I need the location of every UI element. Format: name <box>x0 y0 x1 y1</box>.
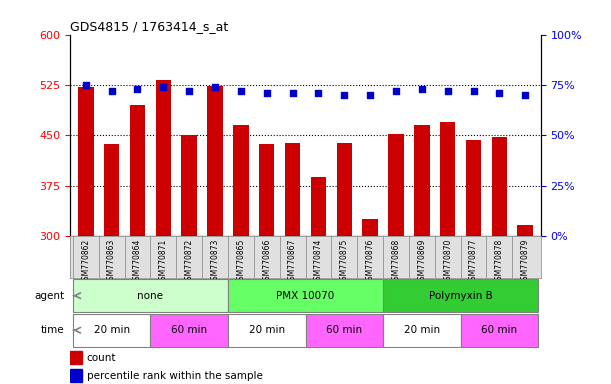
Bar <box>78 87 93 236</box>
Point <box>521 92 530 98</box>
Point <box>133 86 142 92</box>
Text: GSM770868: GSM770868 <box>392 238 400 285</box>
Text: count: count <box>87 353 116 363</box>
Point <box>469 88 478 94</box>
Point <box>391 88 401 94</box>
Text: Polymyxin B: Polymyxin B <box>429 291 492 301</box>
Point <box>107 88 117 94</box>
Text: PMX 10070: PMX 10070 <box>276 291 335 301</box>
Text: GSM770878: GSM770878 <box>495 238 504 285</box>
Text: GSM770865: GSM770865 <box>236 238 246 285</box>
Text: none: none <box>137 291 163 301</box>
FancyBboxPatch shape <box>228 314 306 347</box>
Point <box>158 84 168 90</box>
Text: GSM770873: GSM770873 <box>211 238 219 285</box>
Bar <box>362 219 378 236</box>
Text: GSM770879: GSM770879 <box>521 238 530 285</box>
Point <box>185 88 194 94</box>
Text: GSM770871: GSM770871 <box>159 238 168 285</box>
Text: 20 min: 20 min <box>249 325 285 335</box>
Bar <box>310 177 326 236</box>
Bar <box>466 140 481 236</box>
Text: 60 min: 60 min <box>326 325 362 335</box>
Text: GSM770874: GSM770874 <box>314 238 323 285</box>
Text: GSM770877: GSM770877 <box>469 238 478 285</box>
Text: GSM770870: GSM770870 <box>443 238 452 285</box>
Text: GSM770866: GSM770866 <box>262 238 271 285</box>
Bar <box>181 135 197 236</box>
Text: agent: agent <box>34 291 64 301</box>
Bar <box>104 144 119 236</box>
Bar <box>233 125 249 236</box>
Text: GSM770867: GSM770867 <box>288 238 297 285</box>
Point <box>81 82 90 88</box>
Bar <box>156 79 171 236</box>
Text: GSM770876: GSM770876 <box>365 238 375 285</box>
Bar <box>70 351 82 364</box>
Bar <box>388 134 404 236</box>
FancyBboxPatch shape <box>73 314 150 347</box>
Bar <box>207 86 223 236</box>
Bar <box>70 369 82 382</box>
Bar <box>337 144 352 236</box>
Bar <box>492 137 507 236</box>
Bar <box>518 225 533 236</box>
Text: 60 min: 60 min <box>481 325 518 335</box>
Point <box>339 92 349 98</box>
Text: GDS4815 / 1763414_s_at: GDS4815 / 1763414_s_at <box>70 20 229 33</box>
Bar <box>130 105 145 236</box>
Point <box>443 88 453 94</box>
Text: GSM770872: GSM770872 <box>185 238 194 285</box>
FancyBboxPatch shape <box>461 314 538 347</box>
Point <box>210 84 220 90</box>
FancyBboxPatch shape <box>73 279 228 312</box>
Point <box>262 90 272 96</box>
Text: GSM770869: GSM770869 <box>417 238 426 285</box>
Text: 20 min: 20 min <box>93 325 130 335</box>
Text: 60 min: 60 min <box>171 325 207 335</box>
Text: percentile rank within the sample: percentile rank within the sample <box>87 371 263 381</box>
Bar <box>414 125 430 236</box>
FancyBboxPatch shape <box>150 314 228 347</box>
FancyBboxPatch shape <box>383 314 461 347</box>
Point <box>236 88 246 94</box>
Text: GSM770862: GSM770862 <box>81 238 90 285</box>
Text: GSM770863: GSM770863 <box>107 238 116 285</box>
Point <box>313 90 323 96</box>
Bar <box>440 122 455 236</box>
FancyBboxPatch shape <box>228 279 383 312</box>
Point <box>417 86 426 92</box>
Point <box>365 92 375 98</box>
FancyBboxPatch shape <box>306 314 383 347</box>
FancyBboxPatch shape <box>383 279 538 312</box>
Point <box>288 90 298 96</box>
Point <box>494 90 504 96</box>
Bar <box>285 144 301 236</box>
Text: GSM770875: GSM770875 <box>340 238 349 285</box>
Text: GSM770864: GSM770864 <box>133 238 142 285</box>
Text: 20 min: 20 min <box>404 325 440 335</box>
Text: time: time <box>40 325 64 335</box>
Bar <box>259 144 274 236</box>
